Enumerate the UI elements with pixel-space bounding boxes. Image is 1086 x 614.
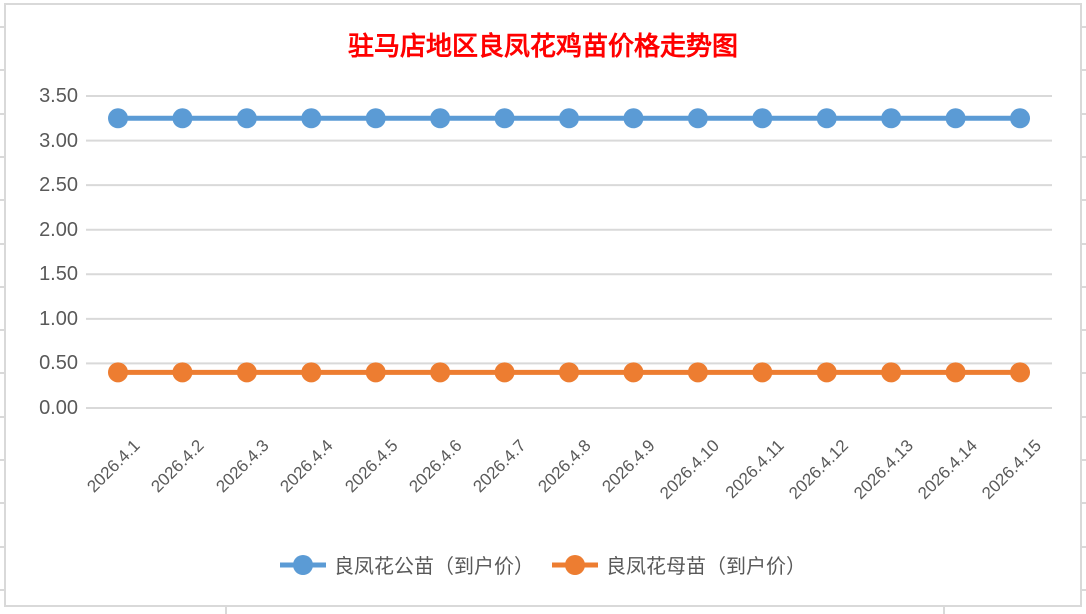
data-point[interactable]: [623, 362, 644, 383]
data-point[interactable]: [559, 108, 580, 129]
legend-item-female-chick[interactable]: 良凤花母苗（到户价）: [552, 550, 806, 579]
legend[interactable]: 良凤花公苗（到户价） 良凤花母苗（到户价）: [6, 550, 1080, 579]
worksheet-gridline: [225, 607, 227, 614]
data-point[interactable]: [365, 108, 386, 129]
data-point[interactable]: [301, 108, 322, 129]
worksheet-gridline: [0, 286, 4, 288]
data-point[interactable]: [301, 362, 322, 383]
worksheet-gridline: [0, 26, 4, 28]
worksheet-gridline: [0, 546, 4, 548]
worksheet-gridline: [0, 329, 4, 331]
data-point[interactable]: [236, 108, 257, 129]
worksheet-gridline: [0, 69, 4, 71]
worksheet-gridline: [0, 416, 4, 418]
data-point[interactable]: [752, 108, 773, 129]
worksheet-gridline: [0, 199, 4, 201]
worksheet-gridline: [1082, 546, 1086, 548]
worksheet-gridline: [943, 607, 945, 614]
legend-label-male: 良凤花公苗（到户价）: [334, 556, 534, 578]
data-point[interactable]: [945, 108, 966, 129]
worksheet-gridline: [0, 372, 4, 374]
legend-item-male-chick[interactable]: 良凤花公苗（到户价）: [280, 550, 534, 579]
worksheet-gridline: [1082, 416, 1086, 418]
worksheet-gridline: [1082, 372, 1086, 374]
worksheet-gridline: [0, 156, 4, 158]
data-point[interactable]: [816, 362, 837, 383]
chart-container[interactable]: 驻马店地区良凤花鸡苗价格走势图 0.00 0.50 1.00 1.50 2.00 2.50…: [4, 3, 1082, 607]
worksheet-gridline: [0, 502, 4, 504]
worksheet-gridline: [1082, 459, 1086, 461]
data-point[interactable]: [752, 362, 773, 383]
legend-label-female: 良凤花母苗（到户价）: [606, 556, 806, 578]
data-point[interactable]: [430, 108, 451, 129]
data-point[interactable]: [687, 362, 708, 383]
data-point[interactable]: [881, 362, 902, 383]
data-point[interactable]: [172, 108, 193, 129]
worksheet-gridline: [1082, 502, 1086, 504]
data-point[interactable]: [494, 362, 515, 383]
legend-marker-male-icon: [280, 554, 326, 575]
data-point[interactable]: [430, 362, 451, 383]
worksheet-gridline: [1082, 243, 1086, 245]
worksheet-gridline: [0, 113, 4, 115]
data-point[interactable]: [365, 362, 386, 383]
chart-title[interactable]: 驻马店地区良凤花鸡苗价格走势图: [347, 32, 738, 61]
data-point[interactable]: [236, 362, 257, 383]
data-point[interactable]: [108, 362, 128, 383]
worksheet-gridline: [0, 459, 4, 461]
data-point[interactable]: [494, 108, 515, 129]
data-point[interactable]: [816, 108, 837, 129]
data-point[interactable]: [559, 362, 580, 383]
worksheet-gridline: [1082, 589, 1086, 591]
data-point[interactable]: [172, 362, 193, 383]
worksheet-gridline: [1082, 199, 1086, 201]
worksheet-gridline: [1082, 113, 1086, 115]
worksheet-gridline: [1082, 286, 1086, 288]
legend-marker-female-icon: [552, 554, 598, 575]
worksheet-gridline: [1082, 156, 1086, 158]
worksheet-gridline: [1082, 329, 1086, 331]
data-point[interactable]: [623, 108, 644, 129]
plot-area: [86, 95, 1052, 409]
worksheet-gridline: [0, 589, 4, 591]
data-point[interactable]: [945, 362, 966, 383]
data-point[interactable]: [687, 108, 708, 129]
worksheet-gridline: [0, 243, 4, 245]
data-point[interactable]: [1010, 362, 1031, 383]
worksheet-gridline: [1082, 26, 1086, 28]
data-point[interactable]: [108, 108, 128, 129]
worksheet-gridline: [1082, 69, 1086, 71]
data-point[interactable]: [881, 108, 902, 129]
data-point[interactable]: [1010, 108, 1031, 129]
